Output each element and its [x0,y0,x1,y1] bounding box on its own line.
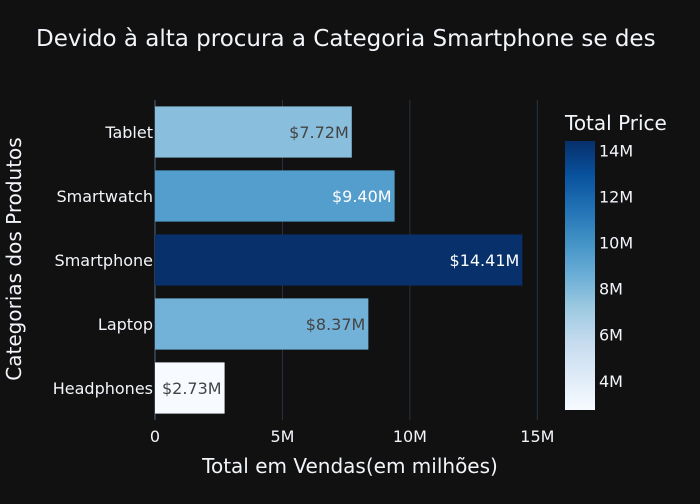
y-tick-label: Smartwatch [57,187,154,206]
label-layer: $2.73M $8.37M $14.41M $9.40M $7.72M [162,123,519,398]
bar-data-label: $2.73M [162,379,222,398]
y-tick-label: Laptop [98,315,153,334]
y-tick-label: Tablet [104,123,153,142]
colorbar-tick-label: 8M [599,280,623,299]
bar-laptop [155,298,369,350]
colorbar-tick-label: 14M [599,141,633,160]
x-axis-title: Total em Vendas(em milhões) [201,454,498,478]
axis-layer: 0 5M 10M 15M Headphones Laptop Smartphone Smart… [53,123,555,446]
bar-headphones [155,362,225,414]
y-axis-title: Categorias dos Produtos [2,137,26,380]
colorbar-title: Total Price [564,111,667,135]
x-tick-label: 10M [393,427,427,446]
x-tick-label: 5M [270,427,294,446]
bar-data-label: $8.37M [306,315,366,334]
y-tick-label: Headphones [53,379,153,398]
bar-layer [155,106,523,414]
bar-data-label: $14.41M [450,251,520,270]
y-tick-label: Smartphone [55,251,153,270]
bar-data-label: $7.72M [289,123,349,142]
bar-smartwatch [155,170,395,222]
x-tick-label: 15M [520,427,554,446]
colorbar-tick-label: 4M [599,372,623,391]
chart-title: Devido à alta procura a Categoria Smartp… [36,26,656,52]
bar-tablet [155,106,352,158]
bar-smartphone [155,234,523,286]
colorbar-gradient [565,141,595,410]
colorbar-tick-label: 10M [599,234,633,253]
bar-data-label: $9.40M [332,187,392,206]
colorbar-tick-label: 6M [599,326,623,345]
x-tick-label: 0 [150,427,160,446]
colorbar-tick-label: 12M [599,188,633,207]
colorbar: Total Price 4M 6M 8M 10M 12M 14M [564,111,667,410]
